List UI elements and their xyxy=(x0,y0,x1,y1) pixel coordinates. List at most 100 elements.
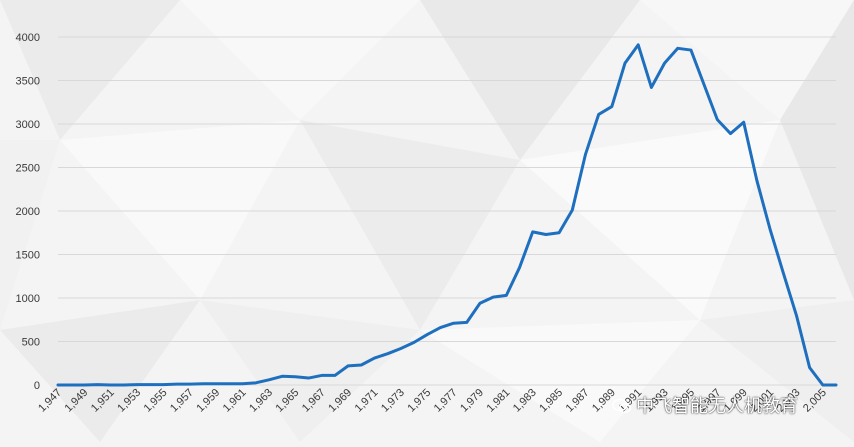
data-point xyxy=(201,382,205,385)
data-point xyxy=(280,375,284,378)
data-point xyxy=(267,378,271,381)
data-point xyxy=(254,381,257,385)
watermark: 中飞智能无人机教育 xyxy=(612,392,798,418)
y-tick-label: 2500 xyxy=(16,163,40,175)
data-point xyxy=(452,322,455,325)
data-point xyxy=(676,47,679,50)
x-tick-label: 1,977 xyxy=(432,387,460,415)
background-facet xyxy=(700,300,854,442)
data-point xyxy=(135,383,139,386)
y-axis-ticks: 0 500 1000 1500 2000 2500 3000 3500 4000 xyxy=(16,32,40,392)
data-point xyxy=(610,105,614,108)
data-point xyxy=(241,382,244,385)
data-point xyxy=(689,48,693,52)
data-point xyxy=(702,83,706,87)
data-point xyxy=(782,271,785,274)
data-point xyxy=(478,302,482,305)
background-facet xyxy=(420,320,700,442)
x-tick-label: 1,973 xyxy=(379,387,407,415)
data-point xyxy=(149,383,152,386)
gridlines xyxy=(58,36,836,386)
background-facet xyxy=(780,0,854,300)
data-point xyxy=(584,153,587,156)
background-facet xyxy=(60,120,300,300)
data-point xyxy=(96,383,99,386)
data-point xyxy=(821,383,825,387)
y-tick-label: 500 xyxy=(22,337,40,349)
data-point xyxy=(373,356,376,360)
data-point xyxy=(360,363,363,367)
background-facet xyxy=(0,0,180,140)
x-tick-label: 1,957 xyxy=(168,387,196,415)
x-tick-label: 1,961 xyxy=(221,387,249,415)
background-facet xyxy=(200,300,420,442)
data-point xyxy=(544,233,548,236)
data-point xyxy=(637,43,640,47)
data-point xyxy=(228,382,231,385)
data-point xyxy=(623,61,627,65)
data-point xyxy=(346,364,350,368)
series-line xyxy=(56,43,838,387)
x-tick-label: 1,971 xyxy=(353,387,381,415)
data-point xyxy=(505,294,508,297)
wechat-icon xyxy=(612,398,632,413)
data-point xyxy=(439,326,442,329)
data-point xyxy=(412,341,416,344)
data-point xyxy=(175,382,178,386)
background-facet xyxy=(520,120,780,320)
data-point xyxy=(663,61,666,65)
data-point xyxy=(597,113,600,116)
x-tick-label: 1,955 xyxy=(142,387,170,415)
data-point xyxy=(531,230,534,234)
y-tick-label: 0 xyxy=(34,380,40,392)
data-point xyxy=(571,208,574,212)
data-point xyxy=(333,374,337,377)
x-tick-label: 1,975 xyxy=(405,387,433,415)
data-point xyxy=(188,382,192,386)
data-point xyxy=(56,383,60,387)
data-point xyxy=(795,314,798,317)
y-tick-label: 3000 xyxy=(16,119,40,131)
data-point xyxy=(729,132,732,135)
y-tick-label: 4000 xyxy=(16,32,40,44)
data-point xyxy=(768,228,772,231)
watermark-text: 中飞智能无人机教育 xyxy=(636,396,798,416)
data-point xyxy=(491,295,495,299)
data-point xyxy=(69,383,73,387)
x-tick-label: 1,979 xyxy=(458,387,486,415)
data-point xyxy=(294,375,297,378)
x-tick-label: 1,981 xyxy=(485,387,513,415)
data-point xyxy=(320,374,323,377)
data-point xyxy=(109,383,112,387)
y-tick-label: 3500 xyxy=(16,76,40,88)
data-point xyxy=(386,352,389,355)
background-facet xyxy=(300,120,520,330)
x-tick-label: 1,959 xyxy=(194,387,222,415)
data-point xyxy=(742,121,745,124)
background-facet xyxy=(180,0,420,120)
data-point xyxy=(215,382,218,385)
data-point xyxy=(465,321,468,324)
y-tick-label: 1000 xyxy=(16,293,40,305)
data-point xyxy=(426,333,429,336)
data-point xyxy=(808,366,811,369)
y-tick-label: 1500 xyxy=(16,250,40,262)
background-facet xyxy=(640,0,854,120)
data-point xyxy=(518,266,521,269)
data-point xyxy=(399,347,403,350)
data-point xyxy=(122,383,126,387)
data-point xyxy=(557,231,561,234)
data-point xyxy=(162,383,165,386)
data-point xyxy=(650,86,653,89)
data-point xyxy=(755,179,759,182)
background-facet xyxy=(0,300,200,442)
data-point xyxy=(834,383,838,387)
data-point xyxy=(716,118,719,121)
data-point xyxy=(307,376,310,380)
y-tick-label: 2000 xyxy=(16,206,40,218)
series-group xyxy=(56,43,838,387)
background-facet xyxy=(0,140,60,330)
